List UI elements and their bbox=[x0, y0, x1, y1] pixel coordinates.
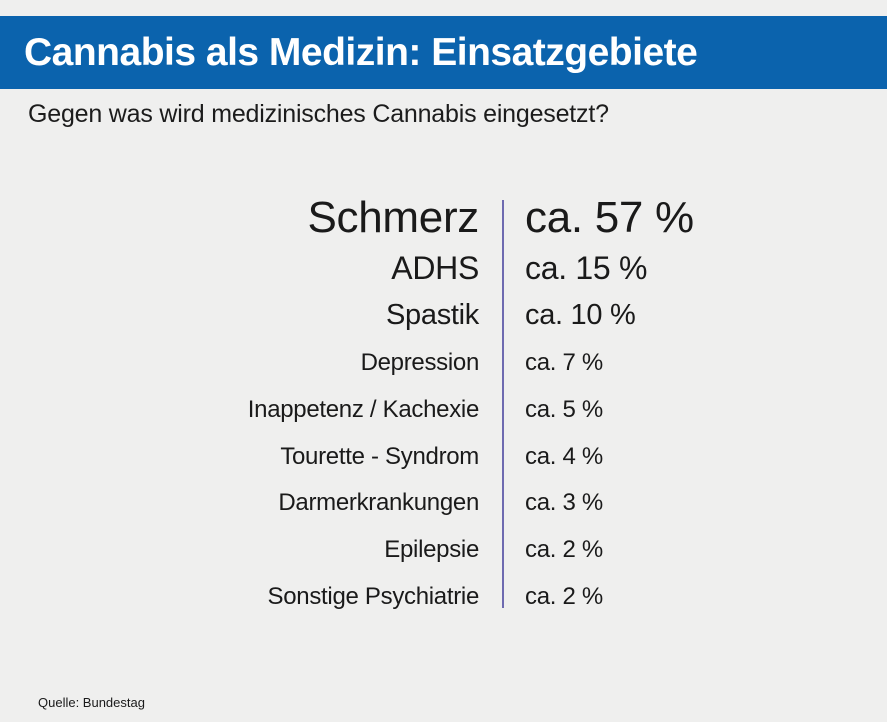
share-value: ca. 5 % bbox=[525, 396, 603, 423]
source-note: Quelle: Bundestag bbox=[38, 695, 145, 710]
header-bar: Cannabis als Medizin: Einsatzgebiete bbox=[0, 16, 887, 89]
indication-label: Epilepsie bbox=[384, 536, 479, 563]
share-value: ca. 15 % bbox=[525, 249, 648, 286]
indication-label: Depression bbox=[360, 349, 480, 376]
share-value: ca. 3 % bbox=[525, 489, 603, 516]
indication-label: Tourette - Syndrom bbox=[280, 443, 479, 470]
list-item: Epilepsie ca. 2 % bbox=[0, 534, 887, 566]
indication-label: Schmerz bbox=[307, 193, 480, 242]
list-item: Tourette - Syndrom ca. 4 % bbox=[0, 441, 887, 473]
column-divider bbox=[502, 200, 504, 608]
share-value: ca. 2 % bbox=[525, 583, 603, 610]
indication-label: Darmerkrankungen bbox=[278, 489, 479, 516]
indication-label: Spastik bbox=[386, 298, 479, 331]
indication-label: ADHS bbox=[391, 249, 479, 286]
list-item: ADHS ca. 15 % bbox=[0, 248, 887, 288]
subtitle: Gegen was wird medizinisches Cannabis ei… bbox=[28, 100, 609, 128]
share-value: ca. 10 % bbox=[525, 298, 636, 331]
indication-label: Sonstige Psychiatrie bbox=[267, 583, 480, 610]
list-item: Sonstige Psychiatrie ca. 2 % bbox=[0, 581, 887, 613]
share-value: ca. 2 % bbox=[525, 536, 603, 563]
indication-label: Inappetenz / Kachexie bbox=[247, 396, 480, 423]
share-value: ca. 57 % bbox=[525, 193, 694, 242]
list-item: Depression ca. 7 % bbox=[0, 347, 887, 379]
share-value: ca. 7 % bbox=[525, 349, 603, 376]
share-value: ca. 4 % bbox=[525, 443, 603, 470]
list-item: Inappetenz / Kachexie ca. 5 % bbox=[0, 394, 887, 426]
page-title: Cannabis als Medizin: Einsatzgebiete bbox=[24, 31, 698, 74]
list-item: Schmerz ca. 57 % bbox=[0, 193, 887, 243]
list-item: Darmerkrankungen ca. 3 % bbox=[0, 487, 887, 519]
list-item: Spastik ca. 10 % bbox=[0, 296, 887, 334]
